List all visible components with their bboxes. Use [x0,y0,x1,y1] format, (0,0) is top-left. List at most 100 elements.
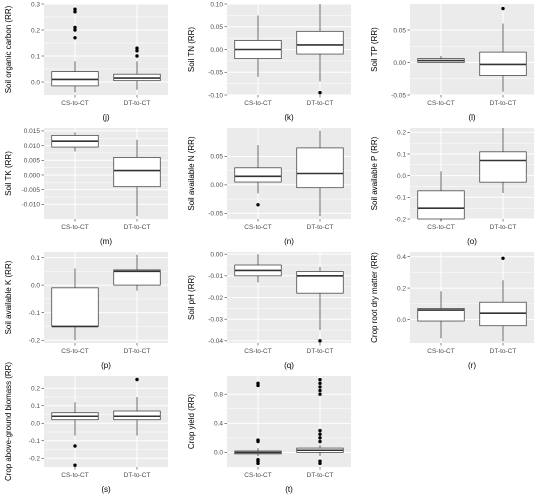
y-tick-label: 0.015 [24,128,41,135]
outlier-point [318,436,322,440]
y-tick-label: 0.05 [393,27,406,34]
x-tick-label: CS-to-CT [427,348,454,355]
panel-q: -0.04 -0.03 -0.02 -0.01 0.00 CS-to-CT DT-to-CT… [187,251,351,370]
y-tick-label: 0.4 [397,254,406,261]
box-dt-to-ct [113,377,161,436]
y-tick-label: 0.1 [31,53,40,60]
y-tick-label: 0.3 [31,1,40,8]
panel-j: 0.0 0.1 0.2 0.3 CS-to-CT DT-to-CT (j) Soil orga… [4,1,168,122]
panel-label: (r) [468,361,476,370]
y-axis-title: Soil TK (RR) [4,151,13,196]
y-tick-label: -0.05 [208,70,223,77]
box-cs-to-ct [417,291,465,339]
outlier-point [318,381,322,385]
y-tick-label: -0.1 [29,310,41,317]
box-cs-to-ct [51,268,99,341]
y-tick-label: -0.05 [208,211,223,218]
x-tick-label: DT-to-CT [307,472,334,479]
y-tick-label: 0.10 [210,1,223,8]
box-dt-to-ct [296,4,344,95]
panel-label: (m) [100,237,112,246]
panel-s: -0.2 -0.1 0.0 0.1 0.2 CS-to-CT DT-to-CT (s) Crop… [4,362,168,494]
y-tick-label: 0.0 [31,421,40,428]
outlier-point [318,461,322,466]
outlier-point [256,203,260,207]
iqr-box [417,190,465,220]
outlier-point [73,10,77,14]
y-tick-label: 0.05 [210,154,223,161]
box-dt-to-ct [479,256,527,342]
x-tick-label: CS-to-CT [61,224,88,231]
y-tick-label: 0.00 [210,47,223,54]
box-cs-to-ct [417,171,465,222]
y-tick-label: -0.010 [22,202,41,209]
y-tick-label: 0.0 [397,173,406,180]
y-tick-label: 0.2 [397,285,406,292]
iqr-box [234,167,282,183]
panel-background [44,376,168,467]
panel-label: (k) [284,113,294,122]
panel-label: (s) [101,485,111,494]
outlier-point [318,385,322,389]
box-cs-to-ct [51,402,99,467]
y-tick-label: -0.01 [208,273,223,280]
outlier-point [256,438,260,442]
y-axis-title: Soil available K (RR) [4,260,13,334]
panel-label: (n) [284,237,294,246]
outlier-point [135,46,139,50]
outlier-point [318,428,322,433]
outlier-point [73,36,77,40]
y-axis-title: Crop root dry matter (RR) [370,252,379,343]
y-tick-label: 0.1 [31,403,40,410]
outlier-point [256,461,260,466]
panel-label: (t) [285,485,293,494]
y-tick-label: 0.010 [24,143,41,150]
outlier-point [135,54,139,58]
iqr-box [51,287,99,327]
outlier-point [73,444,77,448]
y-tick-label: -0.2 [29,456,41,463]
y-tick-label: 0.2 [31,27,40,34]
box-cs-to-ct [234,145,282,207]
y-axis-title: Soil pH (RR) [187,275,196,320]
outlier-point [501,6,505,11]
x-tick-label: DT-to-CT [124,224,151,231]
y-tick-label: -0.2 [395,216,407,223]
x-tick-label: DT-to-CT [490,100,517,107]
box-dt-to-ct [479,128,527,193]
y-tick-label: 0.2 [31,386,40,393]
box-dt-to-ct [296,377,344,466]
panel-t: 0.0 0.4 0.8 CS-to-CT DT-to-CT (t) Crop yield (… [187,376,351,494]
box-dt-to-ct [113,254,161,291]
x-tick-label: DT-to-CT [307,100,334,107]
y-tick-label: 0.00 [210,182,223,189]
panel-n: -0.05 0.00 0.05 CS-to-CT DT-to-CT (n) Soil ava… [187,128,351,246]
x-tick-label: CS-to-CT [244,472,271,479]
panel-label: (l) [468,113,475,122]
panel-m: -0.010 -0.005 0.000 0.005 0.010 0.015 CS-to-CT… [4,128,168,246]
x-tick-label: CS-to-CT [61,348,88,355]
box-cs-to-ct [417,56,465,63]
y-tick-label: 0.0 [397,317,406,324]
box-dt-to-ct [296,130,344,217]
y-tick-label: 0.00 [393,60,406,67]
y-tick-label: 0.005 [24,158,41,165]
x-tick-label: DT-to-CT [490,224,517,231]
box-dt-to-ct [296,267,344,343]
box-cs-to-ct [234,381,282,466]
iqr-box [296,30,344,55]
x-tick-label: DT-to-CT [124,472,151,479]
y-tick-label: 0.1 [31,255,40,262]
outlier-point [318,392,322,396]
outlier-point [73,25,77,30]
panel-label: (o) [467,237,477,246]
y-tick-label: 0.000 [24,172,41,179]
box-cs-to-ct [234,15,282,77]
x-tick-label: CS-to-CT [61,472,88,479]
y-tick-label: 0.8 [214,392,223,399]
y-tick-label: 0.4 [214,421,223,428]
y-axis-title: Crop yield (RR) [187,394,196,449]
y-tick-label: -0.04 [208,338,223,345]
x-tick-label: DT-to-CT [124,348,151,355]
